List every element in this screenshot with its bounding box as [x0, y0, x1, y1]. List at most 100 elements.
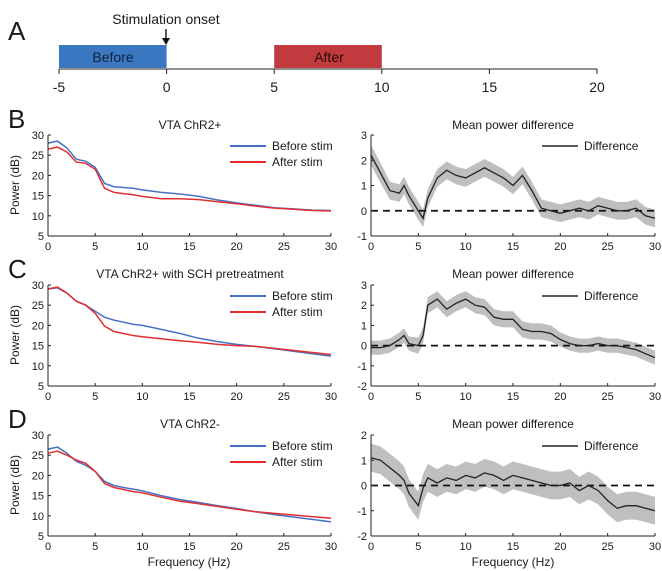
x-tick-label: 15	[507, 391, 519, 403]
panel-letter-b: B	[8, 104, 25, 134]
legend-d-power: Before stim After stim	[230, 439, 333, 469]
legend-before-label: Before stim	[272, 289, 333, 303]
x-tick-label: 0	[368, 541, 374, 553]
y-axis-label-b: Power (dB)	[8, 155, 22, 215]
y-tick-label: 1	[361, 181, 367, 193]
legend-after-label: After stim	[272, 155, 323, 169]
y-tick-label: 15	[32, 191, 44, 203]
x-tick-label: 25	[278, 541, 290, 553]
y-tick-label: 30	[32, 130, 44, 142]
x-tick-label: 5	[92, 541, 98, 553]
x-tick-label: 25	[278, 241, 290, 253]
timeline-tick-label: 20	[589, 79, 605, 95]
x-tick-label: 20	[554, 241, 566, 253]
before-stim-line	[47, 446, 332, 523]
x-tick-label: 30	[325, 391, 337, 403]
timeline-tick-label: 5	[270, 79, 278, 95]
legend-c-power: Before stim After stim	[230, 289, 333, 319]
x-tick-label: 30	[649, 541, 661, 553]
before-block-label: Before	[92, 49, 133, 65]
x-tick-label: 20	[231, 241, 243, 253]
timeline-ticks: -5 0 5 10 15 20	[53, 69, 605, 95]
y-tick-label: 0	[361, 481, 367, 493]
legend-c-diff: Difference	[542, 289, 639, 303]
x-tick-label: 5	[415, 241, 421, 253]
timeline-tick-label: 0	[163, 79, 171, 95]
x-tick-label: 20	[554, 391, 566, 403]
x-tick-label: 0	[368, 391, 374, 403]
x-tick-label: 25	[602, 541, 614, 553]
x-tick-label: 15	[507, 241, 519, 253]
timeline-tick-label: -5	[53, 79, 66, 95]
after-stim-line	[47, 450, 332, 519]
difference-chart-d: 0 5 10 15 20 25 30 -2 -1 0 1 2	[357, 430, 661, 553]
difference-line	[370, 154, 656, 220]
x-tick-label: 5	[92, 241, 98, 253]
panel-letter-c: C	[8, 254, 27, 284]
x-tick-label: 30	[325, 541, 337, 553]
y-tick-label: 10	[32, 361, 44, 373]
y-tick-label: 2	[361, 430, 367, 442]
title-d-right: Mean power difference	[452, 417, 574, 431]
y-tick-label: -1	[357, 506, 367, 518]
x-tick-label: 15	[183, 241, 195, 253]
x-tick-label: 20	[554, 541, 566, 553]
x-tick-label: 30	[649, 391, 661, 403]
title-c-left: VTA ChR2+ with SCH pretreatment	[96, 267, 284, 281]
panel-letter-a: A	[8, 16, 26, 46]
y-tick-label: 25	[32, 150, 44, 162]
y-tick-label: 3	[361, 130, 367, 142]
title-d-left: VTA ChR2-	[160, 417, 220, 431]
after-block-label: After	[314, 49, 344, 65]
y-tick-label: 25	[32, 450, 44, 462]
title-b-left: VTA ChR2+	[159, 118, 222, 132]
legend-b-diff: Difference	[542, 139, 639, 153]
y-axis-label-c: Power (dB)	[8, 305, 22, 365]
y-tick-label: 0	[361, 206, 367, 218]
y-tick-label: -2	[357, 381, 367, 393]
difference-line	[370, 457, 656, 512]
y-tick-label: 30	[32, 280, 44, 292]
y-tick-label: 10	[32, 211, 44, 223]
x-tick-label: 25	[278, 391, 290, 403]
panel-letter-d: D	[8, 404, 27, 434]
x-tick-label: 10	[136, 541, 148, 553]
x-tick-label: 0	[45, 541, 51, 553]
x-tick-label: 0	[368, 241, 374, 253]
y-tick-label: 30	[32, 430, 44, 442]
y-axis-label-d: Power (dB)	[8, 455, 22, 515]
y-tick-label: 25	[32, 300, 44, 312]
y-tick-label: 15	[32, 341, 44, 353]
timeline-tick-label: 10	[374, 79, 390, 95]
x-tick-label: 10	[460, 391, 472, 403]
y-tick-label: 1	[361, 455, 367, 467]
x-tick-label: 25	[602, 391, 614, 403]
y-tick-label: 5	[38, 531, 44, 543]
y-tick-label: 2	[361, 300, 367, 312]
timeline-panel: A Stimulation onset Before After -5 0 5 10 1…	[8, 11, 605, 95]
x-tick-label: 10	[136, 241, 148, 253]
x-tick-label: 15	[183, 541, 195, 553]
y-tick-label: 10	[32, 511, 44, 523]
x-tick-label: 5	[415, 391, 421, 403]
y-tick-label: 5	[38, 381, 44, 393]
legend-before-label: Before stim	[272, 439, 333, 453]
x-tick-label: 5	[92, 391, 98, 403]
legend-difference-label: Difference	[584, 289, 639, 303]
title-b-right: Mean power difference	[452, 118, 574, 132]
x-tick-label: 25	[602, 241, 614, 253]
x-tick-label: 20	[231, 541, 243, 553]
legend-d-diff: Difference	[542, 439, 639, 453]
x-tick-label: 10	[460, 541, 472, 553]
y-tick-label: 5	[38, 231, 44, 243]
y-tick-label: -1	[357, 231, 367, 243]
after-stim-line	[47, 146, 332, 212]
y-tick-label: 3	[361, 280, 367, 292]
onset-label: Stimulation onset	[112, 11, 220, 27]
confidence-band	[371, 291, 655, 365]
x-axis-label-left: Frequency (Hz)	[148, 555, 231, 569]
